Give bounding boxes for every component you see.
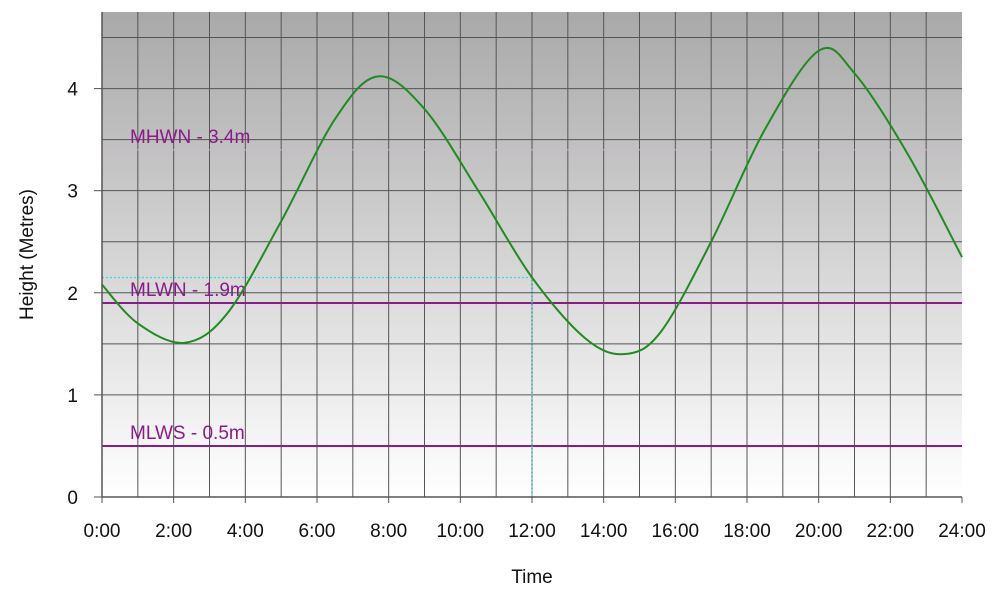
x-tick-label: 14:00 (580, 521, 628, 542)
x-tick-label: 4:00 (227, 521, 264, 542)
y-tick-label: 2 (67, 284, 78, 305)
reference-line-label: MLWS - 0.5m (130, 423, 245, 444)
x-tick-label: 18:00 (723, 521, 771, 542)
x-axis-title: Time (511, 567, 553, 588)
reference-line-label: MLWN - 1.9m (130, 280, 246, 301)
grid-lines (102, 12, 962, 497)
x-tick-label: 16:00 (652, 521, 700, 542)
reference-line-label: MHWN - 3.4m (130, 127, 250, 148)
x-tick-label: 24:00 (938, 521, 986, 542)
x-tick-label: 8:00 (370, 521, 407, 542)
x-tick-label: 2:00 (155, 521, 192, 542)
x-tick-label: 20:00 (795, 521, 843, 542)
y-tick-label: 4 (67, 80, 78, 101)
y-tick-label: 0 (67, 488, 78, 509)
tide-height-line (101, 46, 963, 356)
crosshair (102, 276, 533, 497)
x-tick-label: 12:00 (508, 521, 556, 542)
x-tick-label: 0:00 (84, 521, 121, 542)
y-tick-label: 3 (67, 182, 78, 203)
x-tick-label: 22:00 (867, 521, 915, 542)
x-tick-labels: 0:00 2:00 4:00 6:00 8:00 10:00 12:00 14:00 16:00… (84, 497, 986, 542)
x-tick-label: 6:00 (299, 521, 336, 542)
y-axis-title: Height (Metres) (17, 189, 38, 320)
x-tick-label: 10:00 (437, 521, 485, 542)
y-tick-label: 1 (67, 386, 78, 407)
y-tick-labels: 0 1 2 3 4 (67, 80, 102, 509)
